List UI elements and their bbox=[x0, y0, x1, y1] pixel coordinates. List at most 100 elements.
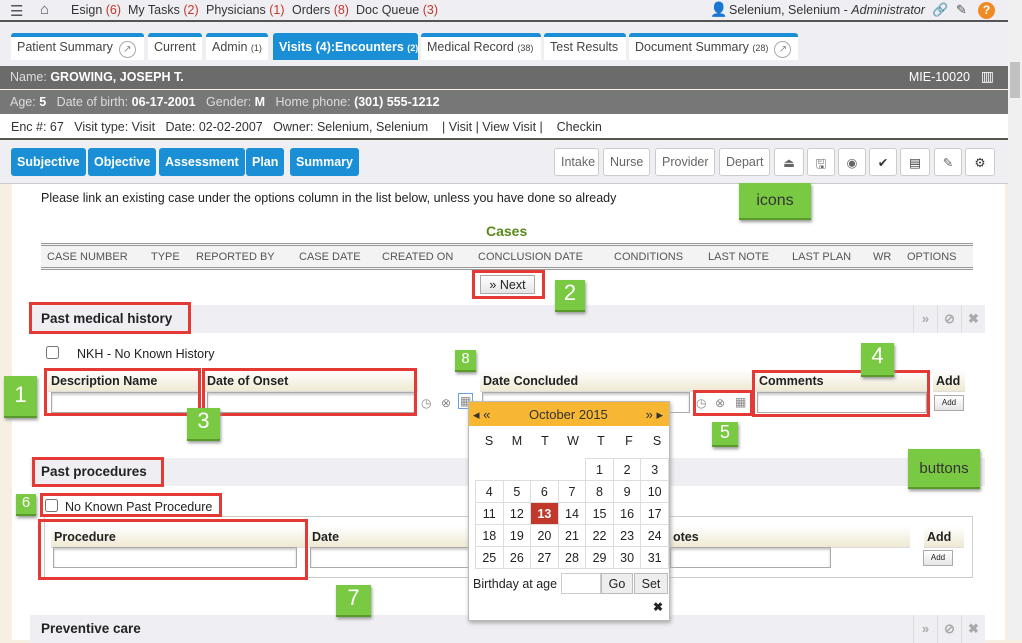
procedure-input[interactable] bbox=[53, 547, 297, 568]
eye-icon[interactable]: ◉ bbox=[838, 148, 866, 176]
calendar-day[interactable]: 29 bbox=[585, 546, 614, 569]
calendar-day[interactable]: 15 bbox=[585, 502, 614, 525]
calendar-day[interactable]: 26 bbox=[502, 546, 532, 569]
menu-icon[interactable]: ☰ bbox=[10, 3, 24, 20]
tab-current[interactable]: Current bbox=[148, 33, 202, 60]
procedures-add-button[interactable]: Add bbox=[923, 550, 953, 566]
description-name-input[interactable] bbox=[51, 392, 201, 413]
calendar-day[interactable]: 3 bbox=[640, 458, 669, 481]
nkh-checkbox[interactable] bbox=[46, 346, 59, 359]
disable-icon[interactable]: ⊘ bbox=[937, 615, 961, 643]
summary-button[interactable]: Summary bbox=[290, 148, 359, 176]
tab-medical-record[interactable]: Medical Record (38) bbox=[421, 33, 541, 60]
archive-icon[interactable]: ▤ bbox=[900, 148, 930, 176]
popout-icon[interactable]: ↗ bbox=[118, 41, 136, 58]
calendar-day[interactable]: 18 bbox=[475, 524, 504, 547]
nav-physicians[interactable]: Physicians (1) bbox=[206, 3, 285, 17]
calendar-day[interactable]: 2 bbox=[612, 458, 642, 481]
provider-button[interactable]: Provider bbox=[655, 148, 715, 176]
clock-icon[interactable]: ◷ bbox=[696, 396, 707, 410]
save-icon[interactable]: 🖫 bbox=[807, 148, 835, 176]
next-year-icon[interactable]: » bbox=[645, 407, 653, 422]
calendar-day[interactable]: 14 bbox=[557, 502, 587, 525]
plan-button[interactable]: Plan bbox=[246, 148, 285, 176]
nav-my-tasks[interactable]: My Tasks (2) bbox=[128, 3, 199, 17]
calendar-day[interactable]: 17 bbox=[640, 502, 669, 525]
calendar-day[interactable]: 11 bbox=[475, 502, 504, 525]
pmh-add-button[interactable]: Add bbox=[934, 395, 964, 411]
calendar-day[interactable]: 30 bbox=[612, 546, 642, 569]
edit-icon[interactable]: ✎ bbox=[934, 148, 962, 176]
tab-patient-summary[interactable]: Patient Summary ↗ bbox=[11, 33, 144, 60]
tab-admin[interactable]: Admin (1) bbox=[206, 33, 268, 60]
set-button[interactable]: Set bbox=[634, 573, 668, 594]
calendar-day[interactable]: 5 bbox=[502, 480, 532, 503]
check-icon[interactable]: ✔ bbox=[869, 148, 897, 176]
clear-icon[interactable]: ⊗ bbox=[715, 396, 726, 410]
gears-icon[interactable]: ⚙ bbox=[965, 148, 995, 176]
birthday-age-input[interactable] bbox=[561, 573, 601, 594]
popout-icon[interactable]: ↗ bbox=[774, 41, 792, 58]
no-known-procedure-checkbox[interactable] bbox=[45, 499, 58, 512]
procedure-notes-input[interactable] bbox=[670, 547, 831, 568]
next-month-icon[interactable]: ▸ bbox=[656, 407, 663, 422]
calendar-day[interactable]: 16 bbox=[612, 502, 642, 525]
calendar-day[interactable]: 21 bbox=[557, 524, 587, 547]
calendar-day[interactable]: 24 bbox=[640, 524, 669, 547]
subjective-button[interactable]: Subjective bbox=[11, 148, 86, 176]
clear-icon[interactable]: ⊗ bbox=[441, 396, 452, 410]
comments-input[interactable] bbox=[757, 392, 927, 413]
scrollbar-thumb[interactable] bbox=[1010, 62, 1020, 98]
help-icon[interactable]: ? bbox=[978, 2, 995, 19]
date-of-onset-input[interactable] bbox=[207, 392, 415, 413]
calendar-day[interactable]: 23 bbox=[612, 524, 642, 547]
prev-year-icon[interactable]: « bbox=[483, 407, 491, 422]
encounter-links[interactable]: Enc #: 67 Visit type: Visit Date: 02-02-… bbox=[11, 120, 602, 134]
go-button[interactable]: Go bbox=[601, 573, 633, 594]
close-icon[interactable]: ✖ bbox=[961, 615, 985, 643]
disable-icon[interactable]: ⊘ bbox=[937, 305, 961, 333]
calendar-day[interactable]: 9 bbox=[612, 480, 642, 503]
calendar-day[interactable]: 12 bbox=[502, 502, 532, 525]
intake-button[interactable]: Intake bbox=[554, 148, 599, 176]
calendar-day[interactable]: 22 bbox=[585, 524, 614, 547]
user-menu[interactable]: Selenium, Selenium - Administrator bbox=[729, 3, 925, 17]
home-icon[interactable]: ⌂ bbox=[40, 1, 50, 18]
calendar-day[interactable]: 19 bbox=[502, 524, 532, 547]
calendar-day[interactable]: 25 bbox=[475, 546, 504, 569]
nav-esign[interactable]: Esign (6) bbox=[71, 3, 122, 17]
tab-visits[interactable]: Visits (4):Encounters (2) bbox=[273, 33, 418, 60]
scrollbar[interactable] bbox=[1008, 0, 1022, 640]
calendar-icon[interactable]: ▦ bbox=[735, 395, 747, 409]
close-icon[interactable]: ✖ bbox=[961, 305, 985, 333]
close-calendar-icon[interactable]: ✖ bbox=[653, 600, 664, 614]
calendar-day[interactable]: 10 bbox=[640, 480, 669, 503]
calendar-day[interactable]: 8 bbox=[585, 480, 614, 503]
link-icon[interactable]: 🔗 bbox=[932, 2, 949, 17]
wand-icon[interactable]: ✎ bbox=[956, 2, 967, 17]
tab-test-results[interactable]: Test Results bbox=[544, 33, 626, 60]
collapse-icon[interactable]: » bbox=[913, 305, 937, 333]
calendar-day[interactable]: 7 bbox=[557, 480, 587, 503]
prev-month-icon[interactable]: ◂ bbox=[473, 407, 480, 422]
depart-button[interactable]: Depart bbox=[719, 148, 770, 176]
calendar-day[interactable]: 28 bbox=[557, 546, 587, 569]
nav-orders[interactable]: Orders (8) bbox=[292, 3, 349, 17]
chart-icon[interactable]: ▥ bbox=[980, 68, 994, 84]
calendar-day[interactable]: 4 bbox=[475, 480, 504, 503]
eject-icon[interactable]: ⏏ bbox=[774, 148, 804, 176]
nav-doc-queue[interactable]: Doc Queue (3) bbox=[356, 3, 438, 17]
assessment-button[interactable]: Assessment bbox=[159, 148, 245, 176]
calendar-day[interactable]: 1 bbox=[585, 458, 614, 481]
clock-icon[interactable]: ◷ bbox=[421, 396, 432, 410]
next-button[interactable]: » Next bbox=[480, 275, 535, 294]
calendar-day[interactable]: 6 bbox=[530, 480, 559, 503]
calendar-day[interactable]: 20 bbox=[530, 524, 559, 547]
objective-button[interactable]: Objective bbox=[88, 148, 157, 176]
tab-document-summary[interactable]: Document Summary (28) ↗ bbox=[629, 33, 798, 60]
calendar-day[interactable]: 13 bbox=[530, 502, 559, 525]
calendar-day[interactable]: 31 bbox=[640, 546, 669, 569]
procedure-date-input[interactable] bbox=[310, 547, 470, 568]
calendar-day[interactable]: 27 bbox=[530, 546, 559, 569]
collapse-icon[interactable]: » bbox=[913, 615, 937, 643]
